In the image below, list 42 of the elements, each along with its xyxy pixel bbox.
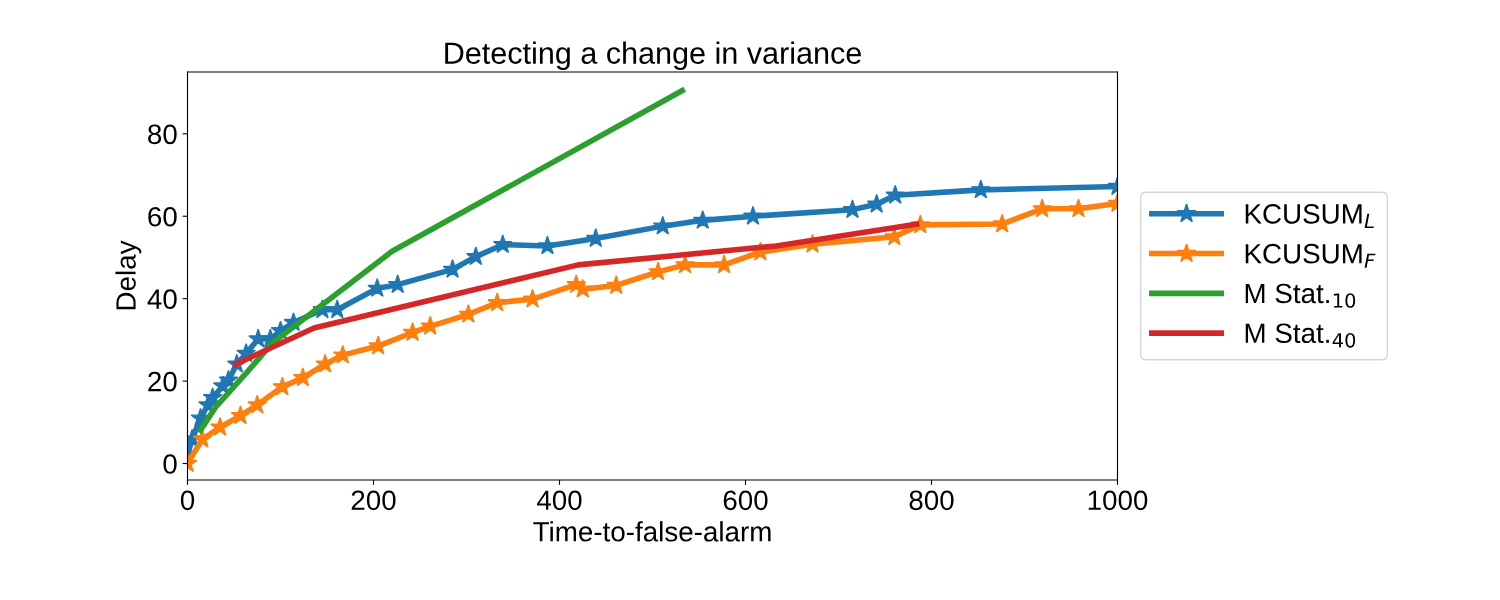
point (537, 235, 558, 255)
point (465, 246, 486, 266)
legend-label: KCUSUM$_{F}$ (1245, 243, 1376, 268)
x-tick-label: 0 (180, 490, 195, 511)
point (272, 376, 293, 396)
point (367, 277, 388, 297)
x-tick-label: 200 (351, 490, 396, 511)
point (247, 394, 268, 414)
x-tick-label: 400 (536, 490, 582, 511)
y-tick-label: 40 (147, 289, 177, 310)
point (192, 428, 213, 448)
x-tick-label: 1000 (1088, 490, 1148, 511)
point (885, 184, 906, 204)
legend-label: KCUSUM$_{L}$ (1245, 204, 1374, 229)
point (315, 353, 336, 373)
y-tick-label: 0 (163, 454, 177, 474)
chart-title: Detecting a change in variance (445, 41, 861, 71)
point (866, 193, 887, 213)
point (585, 228, 606, 248)
point (1032, 198, 1053, 218)
point (692, 209, 713, 229)
point (487, 292, 508, 312)
point (210, 416, 230, 436)
point (970, 179, 991, 199)
x-tick-label: 600 (723, 490, 768, 511)
y-tick-label: 20 (148, 371, 177, 392)
point (292, 367, 313, 387)
x-tick-label: 800 (909, 490, 954, 511)
point (332, 344, 353, 364)
point (492, 234, 513, 254)
point (230, 405, 251, 425)
y-tick-label: 80 (148, 124, 177, 145)
x-axis-title: Time-to-false-alarm (533, 521, 771, 542)
y-tick-label: 60 (148, 206, 177, 227)
legend-label: M Stat.$_{10}$ (1245, 283, 1356, 308)
point (652, 215, 673, 235)
y-axis-title: Delay (115, 240, 142, 310)
legend-label: M Stat.$_{40}$ (1245, 323, 1356, 348)
point (742, 205, 763, 225)
point (327, 299, 348, 319)
point (675, 254, 695, 274)
point (442, 258, 463, 278)
